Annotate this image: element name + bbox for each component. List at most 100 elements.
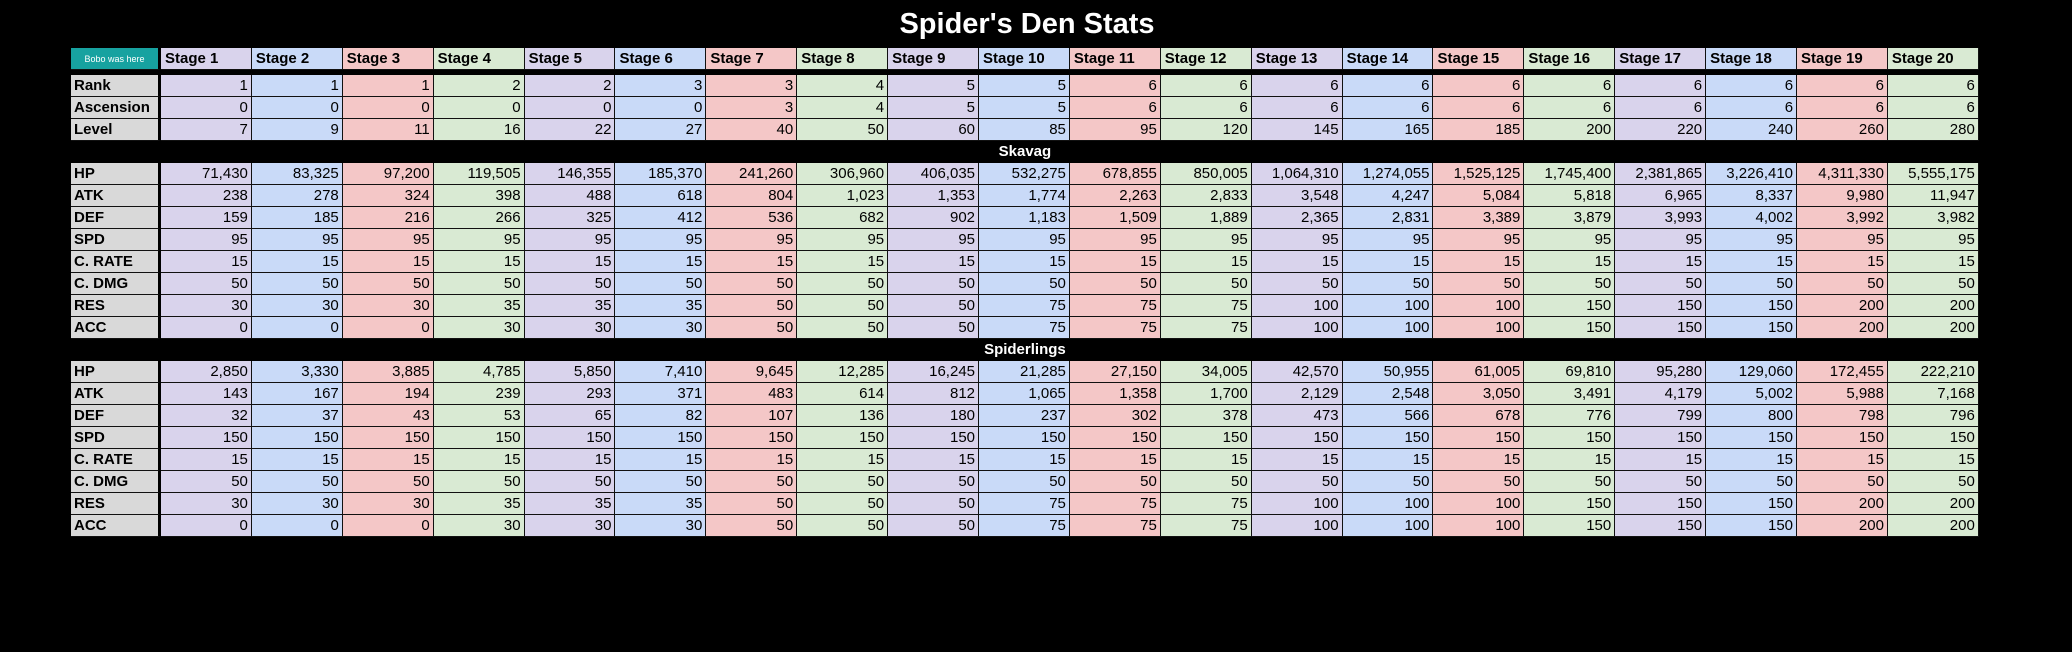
data-cell[interactable]: 150	[1342, 427, 1434, 449]
data-cell[interactable]: 35	[615, 493, 707, 515]
data-cell[interactable]: 618	[615, 185, 707, 207]
data-cell[interactable]: 306,960	[797, 163, 889, 185]
data-cell[interactable]: 35	[615, 295, 707, 317]
data-cell[interactable]: 682	[797, 207, 889, 229]
data-cell[interactable]: 95	[706, 229, 798, 251]
data-cell[interactable]: 194	[342, 383, 434, 405]
data-cell[interactable]: 100	[1342, 493, 1434, 515]
data-cell[interactable]: 95	[1524, 229, 1616, 251]
data-cell[interactable]: 50	[615, 273, 707, 295]
data-cell[interactable]: 167	[251, 383, 343, 405]
data-cell[interactable]: 50	[1433, 471, 1525, 493]
data-cell[interactable]: 812	[888, 383, 980, 405]
data-cell[interactable]: 15	[433, 251, 525, 273]
data-cell[interactable]: 146,355	[524, 163, 616, 185]
data-cell[interactable]: 100	[1251, 515, 1343, 537]
data-cell[interactable]: 6	[1342, 75, 1434, 97]
stage-header-cell[interactable]: Stage 7	[706, 48, 798, 70]
row-label-cell[interactable]: HP	[71, 361, 161, 383]
data-cell[interactable]: 150	[1706, 317, 1798, 339]
data-cell[interactable]: 4	[797, 97, 889, 119]
data-cell[interactable]: 43	[342, 405, 434, 427]
data-cell[interactable]: 6	[1069, 97, 1161, 119]
data-cell[interactable]: 83,325	[251, 163, 343, 185]
data-cell[interactable]: 107	[706, 405, 798, 427]
data-cell[interactable]: 200	[1887, 317, 1979, 339]
data-cell[interactable]: 100	[1342, 515, 1434, 537]
data-cell[interactable]: 150	[342, 427, 434, 449]
data-cell[interactable]: 95	[1342, 229, 1434, 251]
data-cell[interactable]: 0	[161, 97, 252, 119]
data-cell[interactable]: 150	[1706, 515, 1798, 537]
data-cell[interactable]: 100	[1251, 317, 1343, 339]
data-cell[interactable]: 4,785	[433, 361, 525, 383]
data-cell[interactable]: 1,509	[1069, 207, 1161, 229]
data-cell[interactable]: 100	[1433, 515, 1525, 537]
data-cell[interactable]: 3,050	[1433, 383, 1525, 405]
data-cell[interactable]: 7	[161, 119, 252, 141]
data-cell[interactable]: 0	[251, 97, 343, 119]
data-cell[interactable]: 50	[797, 471, 889, 493]
data-cell[interactable]: 53	[433, 405, 525, 427]
data-cell[interactable]: 119,505	[433, 163, 525, 185]
data-cell[interactable]: 3,226,410	[1706, 163, 1798, 185]
data-cell[interactable]: 30	[342, 295, 434, 317]
stage-header-cell[interactable]: Stage 18	[1706, 48, 1798, 70]
row-label-cell[interactable]: DEF	[71, 207, 161, 229]
data-cell[interactable]: 2,129	[1251, 383, 1343, 405]
stage-header-cell[interactable]: Stage 4	[433, 48, 525, 70]
data-cell[interactable]: 15	[1615, 449, 1707, 471]
data-cell[interactable]: 6,965	[1615, 185, 1707, 207]
data-cell[interactable]: 0	[251, 515, 343, 537]
data-cell[interactable]: 75	[1160, 317, 1252, 339]
data-cell[interactable]: 50	[1160, 471, 1252, 493]
data-cell[interactable]: 50	[888, 317, 980, 339]
data-cell[interactable]: 50	[1069, 273, 1161, 295]
data-cell[interactable]: 15	[1615, 251, 1707, 273]
data-cell[interactable]: 15	[524, 449, 616, 471]
data-cell[interactable]: 50	[1433, 273, 1525, 295]
data-cell[interactable]: 473	[1251, 405, 1343, 427]
data-cell[interactable]: 75	[979, 493, 1070, 515]
data-cell[interactable]: 6	[1706, 75, 1798, 97]
data-cell[interactable]: 15	[342, 449, 434, 471]
row-label-cell[interactable]: RES	[71, 295, 161, 317]
data-cell[interactable]: 15	[1069, 449, 1161, 471]
data-cell[interactable]: 50	[979, 273, 1070, 295]
data-cell[interactable]: 6	[1251, 75, 1343, 97]
data-cell[interactable]: 278	[251, 185, 343, 207]
data-cell[interactable]: 75	[1160, 493, 1252, 515]
data-cell[interactable]: 6	[1615, 97, 1707, 119]
data-cell[interactable]: 678	[1433, 405, 1525, 427]
data-cell[interactable]: 5	[888, 97, 980, 119]
data-cell[interactable]: 398	[433, 185, 525, 207]
data-cell[interactable]: 3	[706, 97, 798, 119]
data-cell[interactable]: 50	[1615, 471, 1707, 493]
stage-header-cell[interactable]: Stage 9	[888, 48, 980, 70]
data-cell[interactable]: 6	[1433, 97, 1525, 119]
data-cell[interactable]: 15	[888, 449, 980, 471]
data-cell[interactable]: 15	[1797, 251, 1888, 273]
data-cell[interactable]: 150	[1524, 317, 1616, 339]
stage-header-cell[interactable]: Stage 10	[979, 48, 1070, 70]
data-cell[interactable]: 50	[1069, 471, 1161, 493]
data-cell[interactable]: 50	[1887, 471, 1979, 493]
data-cell[interactable]: 30	[251, 493, 343, 515]
data-cell[interactable]: 50	[888, 295, 980, 317]
data-cell[interactable]: 30	[161, 295, 252, 317]
data-cell[interactable]: 15	[979, 251, 1070, 273]
data-cell[interactable]: 241,260	[706, 163, 798, 185]
stage-header-cell[interactable]: Stage 20	[1887, 48, 1979, 70]
data-cell[interactable]: 3,389	[1433, 207, 1525, 229]
data-cell[interactable]: 50	[797, 317, 889, 339]
data-cell[interactable]: 75	[1069, 295, 1161, 317]
data-cell[interactable]: 50	[342, 273, 434, 295]
data-cell[interactable]: 412	[615, 207, 707, 229]
data-cell[interactable]: 15	[1342, 251, 1434, 273]
data-cell[interactable]: 50	[888, 471, 980, 493]
data-cell[interactable]: 150	[1797, 427, 1888, 449]
data-cell[interactable]: 239	[433, 383, 525, 405]
stage-header-cell[interactable]: Stage 17	[1615, 48, 1707, 70]
stage-header-cell[interactable]: Stage 13	[1251, 48, 1343, 70]
data-cell[interactable]: 95	[161, 229, 252, 251]
